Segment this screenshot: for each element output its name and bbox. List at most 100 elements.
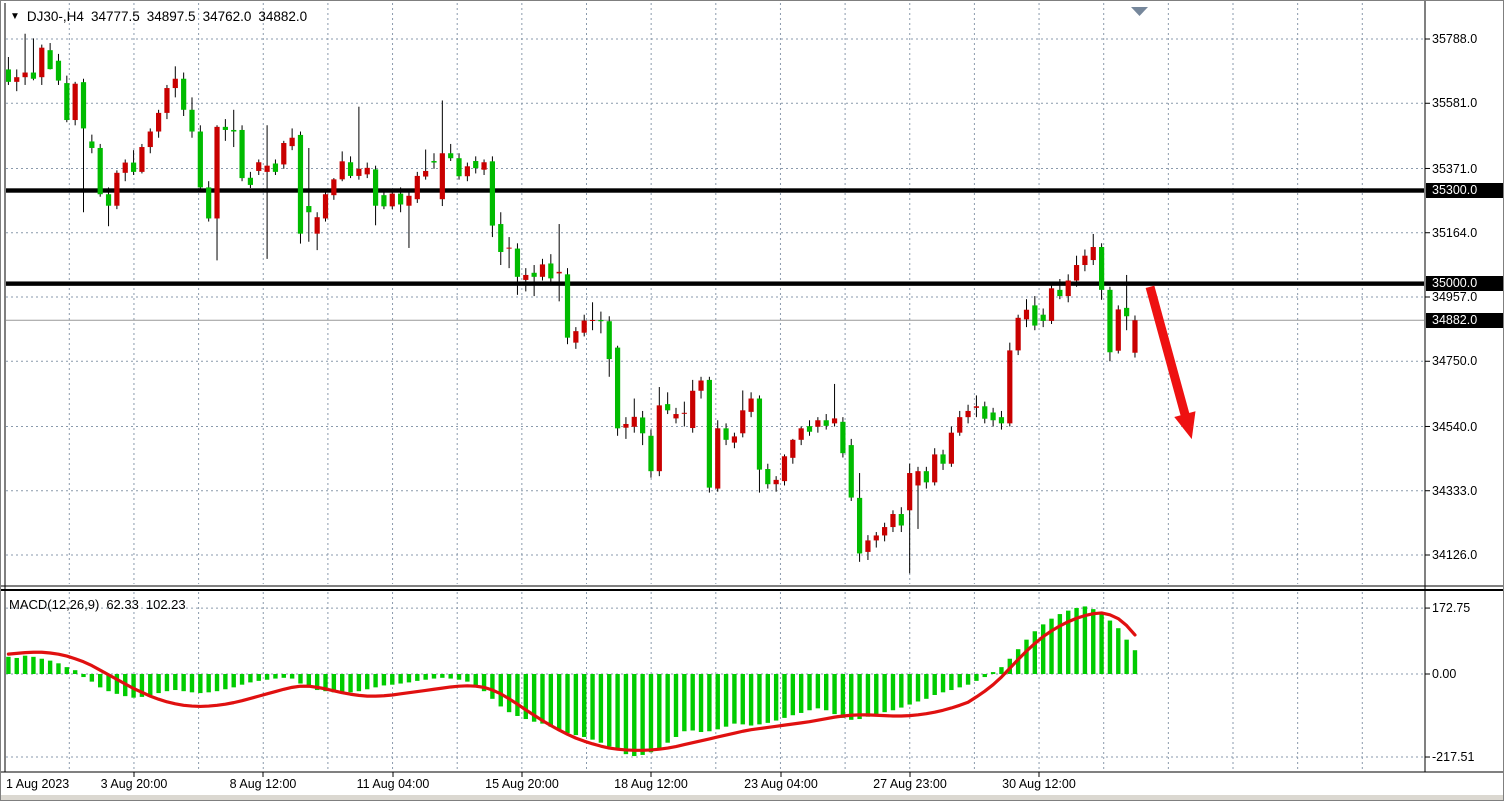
candle-body (690, 390, 696, 429)
macd-histogram-bar (114, 674, 120, 694)
macd-histogram-bar (757, 674, 762, 725)
candle-body (1015, 317, 1021, 351)
macd-histogram-bar (148, 674, 153, 695)
candle-body (915, 471, 921, 486)
candle-body (281, 143, 287, 165)
macd-histogram-bar (907, 674, 912, 705)
macd-histogram-bar (890, 674, 896, 711)
macd-histogram-bar (932, 674, 937, 695)
macd-histogram-bar (314, 674, 320, 691)
macd-histogram-bar (72, 670, 78, 674)
candle-body (339, 161, 345, 180)
candle-body (489, 161, 496, 226)
macd-histogram-bar (740, 674, 745, 725)
macd-histogram-bar (590, 674, 595, 740)
candle-body (598, 319, 604, 322)
macd-histogram-bar (1116, 628, 1121, 674)
macd-histogram-bar (748, 674, 754, 726)
candle-body (648, 435, 654, 472)
macd-histogram-bar (6, 656, 11, 674)
candle-body (423, 170, 429, 177)
macd-histogram-bar (498, 674, 503, 707)
macd-histogram-bar (31, 656, 36, 674)
time-axis-label: 18 Aug 12:00 (614, 777, 688, 791)
macd-histogram-bar (715, 674, 720, 730)
candle-body (806, 426, 813, 432)
candle-body (773, 479, 779, 485)
macd-indicator-label: MACD(12,26,9) 62.33 102.23 (9, 597, 186, 612)
candle-body (456, 158, 462, 177)
macd-tick-label: 172.75 (1432, 601, 1471, 616)
macd-tick-label: -217.51 (1432, 750, 1475, 764)
candle-body (22, 72, 28, 78)
macd-histogram-bar (765, 674, 770, 723)
macd-histogram-bar (56, 663, 61, 674)
chart-shift-marker-icon[interactable] (1131, 7, 1148, 16)
candle-body (114, 172, 120, 206)
horizontal-level-line[interactable] (6, 281, 1425, 286)
trend-arrow-shaft[interactable] (1145, 285, 1192, 424)
candle-body (347, 162, 354, 176)
macd-histogram-bar (732, 674, 737, 724)
candle-body (464, 166, 470, 177)
candle-body (556, 271, 562, 274)
symbol-dropdown-icon[interactable]: ▼ (10, 11, 20, 22)
candle-body (406, 195, 412, 206)
candle-body (64, 83, 70, 121)
candle-body (289, 137, 295, 147)
macd-histogram-bar (824, 674, 829, 711)
candle-body (990, 412, 996, 421)
macd-histogram-bar (665, 674, 670, 743)
macd-histogram-bar (531, 674, 537, 722)
price-tick-label: 35371.0 (1432, 161, 1478, 176)
candle-body (665, 404, 671, 411)
macd-histogram-bar (915, 674, 921, 702)
candle-body (473, 161, 479, 169)
candle-body (448, 153, 454, 159)
candle-body (389, 193, 395, 207)
price-axis[interactable] (1426, 1, 1503, 772)
candle-body (815, 420, 821, 427)
candle-body (147, 131, 153, 148)
macd-histogram-bar (556, 674, 562, 731)
macd-histogram-bar (1124, 639, 1129, 674)
candle-body (1098, 247, 1105, 290)
candle-body (306, 206, 312, 213)
macd-tick-label: 0.00 (1432, 667, 1457, 681)
macd-histogram-bar (39, 658, 44, 674)
macd-histogram-bar (206, 674, 211, 693)
macd-histogram-bar (323, 674, 328, 692)
candle-body (890, 514, 896, 528)
macd-histogram-bar (974, 674, 979, 681)
macd-histogram-bar (949, 674, 954, 691)
main-grid-layer (6, 3, 1424, 584)
horizontal-level-line[interactable] (6, 188, 1425, 193)
trend-arrow-head[interactable] (1174, 411, 1196, 440)
candle-body (823, 420, 829, 426)
macd-histogram-bar (1032, 631, 1038, 674)
price-tick-label: 35164.0 (1432, 225, 1478, 240)
candle-body (1082, 255, 1088, 266)
macd-histogram-bar (940, 674, 946, 693)
macd-histogram-bar (139, 674, 145, 697)
candle-body (882, 527, 888, 536)
macd-histogram-bar (331, 674, 337, 693)
candle-body (1048, 288, 1055, 321)
macd-signal-value: 102.23 (145, 597, 186, 612)
macd-histogram-bar (306, 674, 312, 688)
candle-body (197, 131, 203, 188)
candle-body (105, 194, 112, 206)
candle-body (589, 319, 596, 321)
macd-histogram-bar (248, 674, 253, 683)
candle-body (740, 410, 746, 434)
current-price-tag: 34882.0 (1426, 312, 1503, 328)
time-axis[interactable] (1, 773, 1425, 795)
macd-signal-line (6, 611, 1137, 752)
candle-body (1090, 247, 1096, 261)
candle-body (756, 398, 763, 470)
macd-histogram-bar (298, 674, 303, 684)
candle-body (965, 410, 971, 418)
macd-histogram-bar (1107, 620, 1113, 674)
macd-histogram-bar (223, 674, 228, 690)
